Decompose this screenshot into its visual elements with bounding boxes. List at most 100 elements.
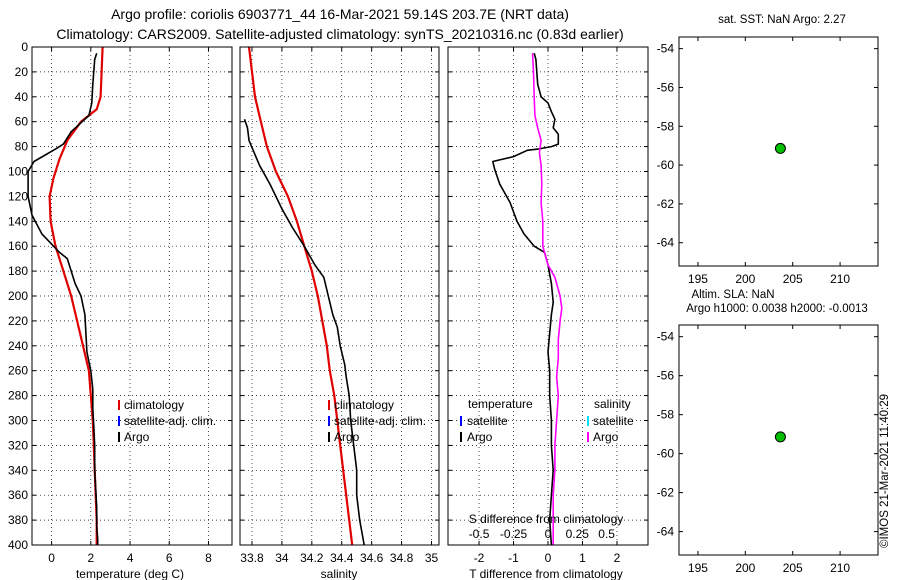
y-tick-label: -54 xyxy=(657,42,675,56)
y-tick-label: 280 xyxy=(8,389,28,403)
y-tick-label: 240 xyxy=(8,339,28,353)
y-tick-label: 160 xyxy=(8,239,28,253)
legend-climatology-label: climatology xyxy=(124,398,184,412)
y-tick-label: -54 xyxy=(657,330,675,344)
y-tick-label: -62 xyxy=(657,486,675,500)
x-tick-label: 34.6 xyxy=(360,551,384,565)
salinity-panel: 33.8 34 34.2 34.4 34.6 34.8 35 salinity climat… xyxy=(239,46,440,580)
climatology-profile-line xyxy=(247,46,354,546)
legend-temperature-title: temperature xyxy=(468,397,533,411)
y-tick-label: 120 xyxy=(8,189,28,203)
legend-t-satellite-label: satellite xyxy=(467,414,508,428)
salinity-argo-profile-line xyxy=(531,53,563,545)
x2-tick-label: -0.25 xyxy=(500,527,528,541)
legend-salinity-title: salinity xyxy=(594,397,631,411)
x-tick-label: 200 xyxy=(735,272,755,286)
y-tick-label: 380 xyxy=(8,513,28,527)
sla-map-frame xyxy=(678,324,879,556)
y-tick-label: 80 xyxy=(15,140,29,154)
sla-map-panel: Altim. SLA: NaN Argo h1000: 0.0038 h2000… xyxy=(657,289,879,575)
x-tick-label: 200 xyxy=(735,561,755,575)
legend-argo-label: Argo xyxy=(334,430,360,444)
temperature-panel: 0204060801001201401601802002202402602803… xyxy=(8,40,233,580)
difference-x2-axis-label: S difference from climatology xyxy=(469,512,624,526)
x-tick-label: -2 xyxy=(474,551,485,565)
y-tick-label: -56 xyxy=(657,80,675,94)
y-tick-label: -62 xyxy=(657,197,675,211)
argo-profile-line xyxy=(27,52,99,545)
y-tick-label: -64 xyxy=(657,236,675,250)
figure-title-line1: Argo profile: coriolis 6903771_44 16-Mar… xyxy=(111,6,569,22)
difference-legend: temperature satellite Argo salinity sate… xyxy=(460,397,634,444)
x-tick-label: 0 xyxy=(48,551,55,565)
x-tick-label: 210 xyxy=(830,272,850,286)
y-tick-label: 220 xyxy=(8,314,28,328)
legend-s-satellite-label: satellite xyxy=(593,414,634,428)
y-tick-label: -64 xyxy=(657,525,675,539)
x-tick-label: 2 xyxy=(87,551,94,565)
x2-tick-label: 0 xyxy=(545,527,552,541)
y-tick-label: 20 xyxy=(15,65,29,79)
x-tick-label: 35 xyxy=(425,551,439,565)
x-tick-label: 2 xyxy=(614,551,621,565)
x-tick-label: 33.8 xyxy=(240,551,264,565)
y-tick-label: -60 xyxy=(657,158,675,172)
y-tick-label: 400 xyxy=(8,538,28,552)
y-tick-label: -56 xyxy=(657,369,675,383)
y-tick-label: 60 xyxy=(15,115,29,129)
legend-t-argo-label: Argo xyxy=(467,430,493,444)
legend-satellite-label: satellite-adj. clim. xyxy=(334,414,426,428)
x-tick-label: 34.4 xyxy=(330,551,354,565)
y-tick-label: 100 xyxy=(8,165,28,179)
figure-title-line2: Climatology: CARS2009. Satellite-adjuste… xyxy=(56,26,623,42)
legend-satellite-label: satellite-adj. clim. xyxy=(124,414,216,428)
temperature-x-axis-label: temperature (deg C) xyxy=(76,567,184,580)
x-tick-label: -1 xyxy=(508,551,519,565)
y-tick-label: 40 xyxy=(15,90,29,104)
x-tick-label: 205 xyxy=(783,561,803,575)
legend-climatology-label: climatology xyxy=(334,398,394,412)
x-tick-label: 4 xyxy=(127,551,134,565)
difference-panel: -2 -1 0 1 2 T difference from climatology S … xyxy=(447,46,649,580)
x-tick-label: 1 xyxy=(579,551,586,565)
x-tick-label: 210 xyxy=(830,561,850,575)
x-tick-label: 195 xyxy=(688,561,708,575)
sst-map-panel: sat. SST: NaN Argo: 2.27 -54 -56 -58 -60 -62… xyxy=(657,14,879,286)
x-tick-label: 0 xyxy=(545,551,552,565)
sst-map-frame xyxy=(678,36,879,267)
sst-map-title: sat. SST: NaN Argo: 2.27 xyxy=(718,14,846,26)
x-tick-label: 34.2 xyxy=(300,551,324,565)
sla-map-subtitle: Argo h1000: 0.0038 h2000: -0.0013 xyxy=(686,303,868,315)
y-tick-label: 360 xyxy=(8,488,28,502)
temperature-legend: climatology satellite-adj. clim. Argo xyxy=(118,398,216,444)
x-tick-label: 34.8 xyxy=(390,551,414,565)
y-tick-label: 0 xyxy=(21,40,28,54)
y-tick-label: -60 xyxy=(657,447,675,461)
y-tick-label: -58 xyxy=(657,119,675,133)
difference-x2-ticks: -0.5 -0.25 0 0.25 0.5 xyxy=(469,527,616,541)
y-tick-label: 260 xyxy=(8,364,28,378)
y-tick-label: 320 xyxy=(8,438,28,452)
argo-profile-line xyxy=(243,118,365,546)
y-tick-label: -58 xyxy=(657,408,675,422)
argo-position-marker xyxy=(774,142,786,154)
x2-tick-label: 0.5 xyxy=(598,527,615,541)
x2-tick-label: -0.5 xyxy=(469,527,490,541)
legend-argo-label: Argo xyxy=(124,430,150,444)
x-tick-label: 8 xyxy=(205,551,212,565)
x-tick-label: 34 xyxy=(275,551,289,565)
temperature-argo-profile-line xyxy=(491,52,560,546)
salinity-x-axis-label: salinity xyxy=(321,567,358,580)
salinity-axes-frame xyxy=(239,46,440,546)
y-tick-label: 200 xyxy=(8,289,28,303)
x-tick-label: 205 xyxy=(783,272,803,286)
legend-s-argo-label: Argo xyxy=(593,430,619,444)
y-tick-label: 180 xyxy=(8,264,28,278)
imos-watermark: ©IMOS 21-Mar-2021 11:40:29 xyxy=(879,394,891,548)
difference-x-axis-label: T difference from climatology xyxy=(469,567,623,580)
argo-position-marker xyxy=(774,431,786,443)
x-tick-label: 6 xyxy=(166,551,173,565)
y-tick-label: 300 xyxy=(8,414,28,428)
x2-tick-label: 0.25 xyxy=(566,527,590,541)
